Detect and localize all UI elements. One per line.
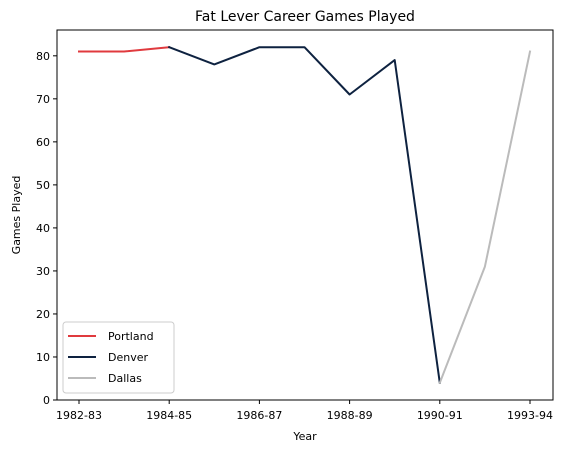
y-tick-label: 20 bbox=[36, 308, 50, 321]
legend-label-denver: Denver bbox=[108, 351, 148, 364]
y-tick-label: 50 bbox=[36, 179, 50, 192]
x-axis-title: Year bbox=[292, 430, 317, 443]
legend: Portland Denver Dallas bbox=[62, 321, 175, 394]
y-tick-label: 30 bbox=[36, 265, 50, 278]
x-tick-label: 1993-94 bbox=[507, 409, 553, 422]
plot-frame bbox=[56, 29, 554, 401]
plot-lines bbox=[78, 45, 532, 385]
y-tick-label: 60 bbox=[36, 136, 50, 149]
series-line-portland bbox=[78, 46, 171, 53]
y-tick-label: 0 bbox=[43, 394, 50, 407]
x-tick-label: 1990-91 bbox=[417, 409, 463, 422]
legend-items: Portland Denver Dallas bbox=[68, 330, 154, 385]
legend-label-dallas: Dallas bbox=[108, 372, 142, 385]
y-tick-label: 10 bbox=[36, 351, 50, 364]
y-tick-label: 80 bbox=[36, 50, 50, 63]
x-tick-label: 1988-89 bbox=[327, 409, 373, 422]
x-tick-label: 1982-83 bbox=[56, 409, 102, 422]
chart-title: Fat Lever Career Games Played bbox=[195, 9, 415, 25]
legend-label-portland: Portland bbox=[108, 330, 154, 343]
y-tick-label: 70 bbox=[36, 93, 50, 106]
x-axis: 1982-83 1984-85 1986-87 1988-89 1990-91 1993-… bbox=[56, 400, 553, 422]
y-tick-label: 40 bbox=[36, 222, 50, 235]
y-axis: 0 10 20 30 40 50 60 70 80 bbox=[36, 50, 57, 407]
legend-box bbox=[62, 321, 175, 394]
series-line-denver bbox=[167, 45, 441, 384]
x-tick-label: 1986-87 bbox=[236, 409, 282, 422]
x-tick-label: 1984-85 bbox=[146, 409, 192, 422]
series-line-dallas bbox=[438, 50, 532, 385]
y-axis-title: Games Played bbox=[10, 176, 23, 255]
